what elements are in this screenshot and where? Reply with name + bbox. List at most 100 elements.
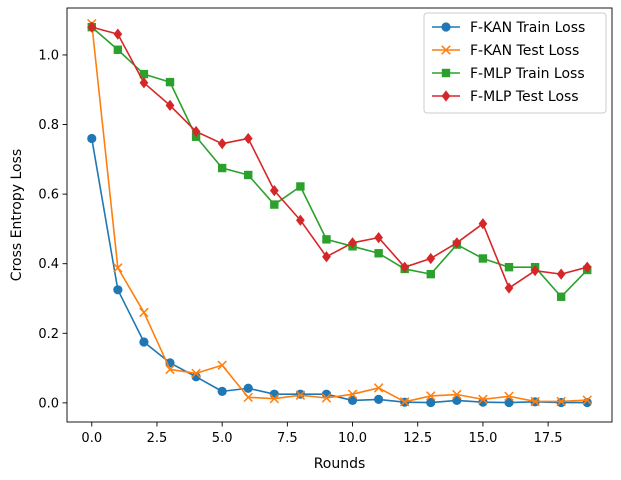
data-point-1-14 [452,389,462,400]
data-point-2-7 [270,200,279,209]
x-tick-label-2: 5.0 [212,431,233,446]
data-point-1-11 [373,383,384,393]
data-point-3-15 [478,218,488,230]
data-point-2-13 [426,269,435,279]
y-tick-label-3: 0.6 [38,188,59,203]
data-point-3-7 [269,185,279,197]
data-point-0-1 [113,285,123,295]
data-point-1-15 [478,394,488,405]
data-point-1-1 [113,263,123,273]
series-layer [87,18,592,408]
data-point-1-3 [165,364,175,375]
data-point-3-2 [139,77,149,89]
series-3 [87,21,592,294]
data-point-1-16 [504,391,514,401]
data-point-3-14 [452,237,462,249]
data-point-3-11 [374,232,383,244]
legend-label-1: F-KAN Test Loss [470,43,579,59]
data-point-0-14 [452,395,462,406]
legend-entry-1: F-KAN Test Loss [432,43,579,59]
x-axis-label: Rounds [314,456,366,472]
data-point-2-1 [113,45,123,54]
data-point-2-5 [217,163,227,173]
data-point-2-8 [296,182,305,191]
data-point-0-5 [217,386,227,396]
legend-marker-3 [441,90,451,102]
series-line-2 [91,26,588,298]
data-point-0-0 [87,133,97,144]
data-point-1-5 [217,360,227,371]
data-point-2-6 [244,170,253,180]
data-point-1-18 [556,396,566,407]
data-point-2-18 [556,292,566,301]
data-point-3-1 [113,28,123,40]
x-tick-label-3: 7.5 [277,431,298,446]
data-point-3-8 [296,214,305,226]
data-point-3-12 [400,261,410,273]
data-point-2-15 [478,254,488,263]
data-point-1-12 [399,397,410,407]
data-point-0-7 [269,389,279,399]
data-point-3-4 [191,125,201,138]
data-point-0-13 [426,397,436,408]
x-tick-label-4: 10.0 [338,431,367,446]
data-point-2-2 [139,69,149,79]
data-point-2-9 [322,235,331,244]
x-tick-label-5: 12.5 [403,431,432,446]
legend-entry-2: F-MLP Train Loss [432,66,585,82]
data-point-0-10 [347,395,358,406]
legend-marker-1 [441,45,451,55]
legend-marker-0 [441,22,451,32]
legend-marker-2 [441,68,451,78]
legend-label-3: F-MLP Test Loss [470,89,579,105]
data-point-3-17 [530,265,540,277]
y-tick-label-5: 1.0 [38,48,59,63]
data-point-3-18 [556,268,566,280]
data-point-0-6 [243,383,253,393]
data-point-1-19 [582,395,592,405]
legend-label-0: F-KAN Train Loss [470,20,585,36]
legend-entry-3: F-MLP Test Loss [432,89,579,105]
axes-layer: 0.0 2.5 5.0 7.5 10.0 12.5 15.0 17.5 0.0 0.2 0.4 0.6… [9,7,613,472]
axes-frame [66,7,613,423]
data-point-1-8 [295,390,306,400]
legend-entry-0: F-KAN Train Loss [432,20,585,36]
legend: F-KAN Train Loss F-KAN Test Loss F-MLP Tra… [423,12,607,114]
data-point-3-6 [243,132,253,145]
series-line-1 [90,23,588,403]
y-tick-label-0: 0.0 [38,396,59,411]
data-point-0-4 [191,372,201,382]
x-tick-label-1: 2.5 [147,431,168,446]
data-point-2-3 [165,77,175,87]
data-point-3-16 [504,282,514,294]
data-point-1-6 [243,392,253,403]
data-point-3-0 [87,21,97,33]
data-point-1-9 [321,393,332,403]
series-line-3 [91,26,588,289]
legend-box [423,12,607,114]
data-point-3-10 [348,237,357,249]
y-tick-label-1: 0.2 [38,327,59,342]
data-point-2-16 [504,262,514,272]
data-point-3-9 [322,251,331,263]
x-tick-label-6: 15.0 [468,431,497,446]
data-point-3-13 [426,252,436,265]
data-point-0-11 [374,394,384,404]
x-tick-label-0: 0.0 [81,431,102,446]
data-point-1-17 [530,396,540,407]
data-point-3-5 [217,138,227,150]
data-point-1-2 [139,307,149,318]
y-tick-label-2: 0.4 [38,257,59,272]
data-point-1-13 [426,391,436,401]
x-tick-label-7: 17.5 [534,431,563,446]
data-point-0-2 [139,337,149,347]
data-point-2-11 [374,249,383,258]
data-point-0-16 [504,397,514,408]
data-point-3-3 [165,99,175,112]
data-point-1-7 [269,393,280,404]
y-axis-label: Cross Entropy Loss [9,149,25,281]
y-tick-label-4: 0.8 [38,118,59,133]
data-point-1-10 [347,389,358,399]
